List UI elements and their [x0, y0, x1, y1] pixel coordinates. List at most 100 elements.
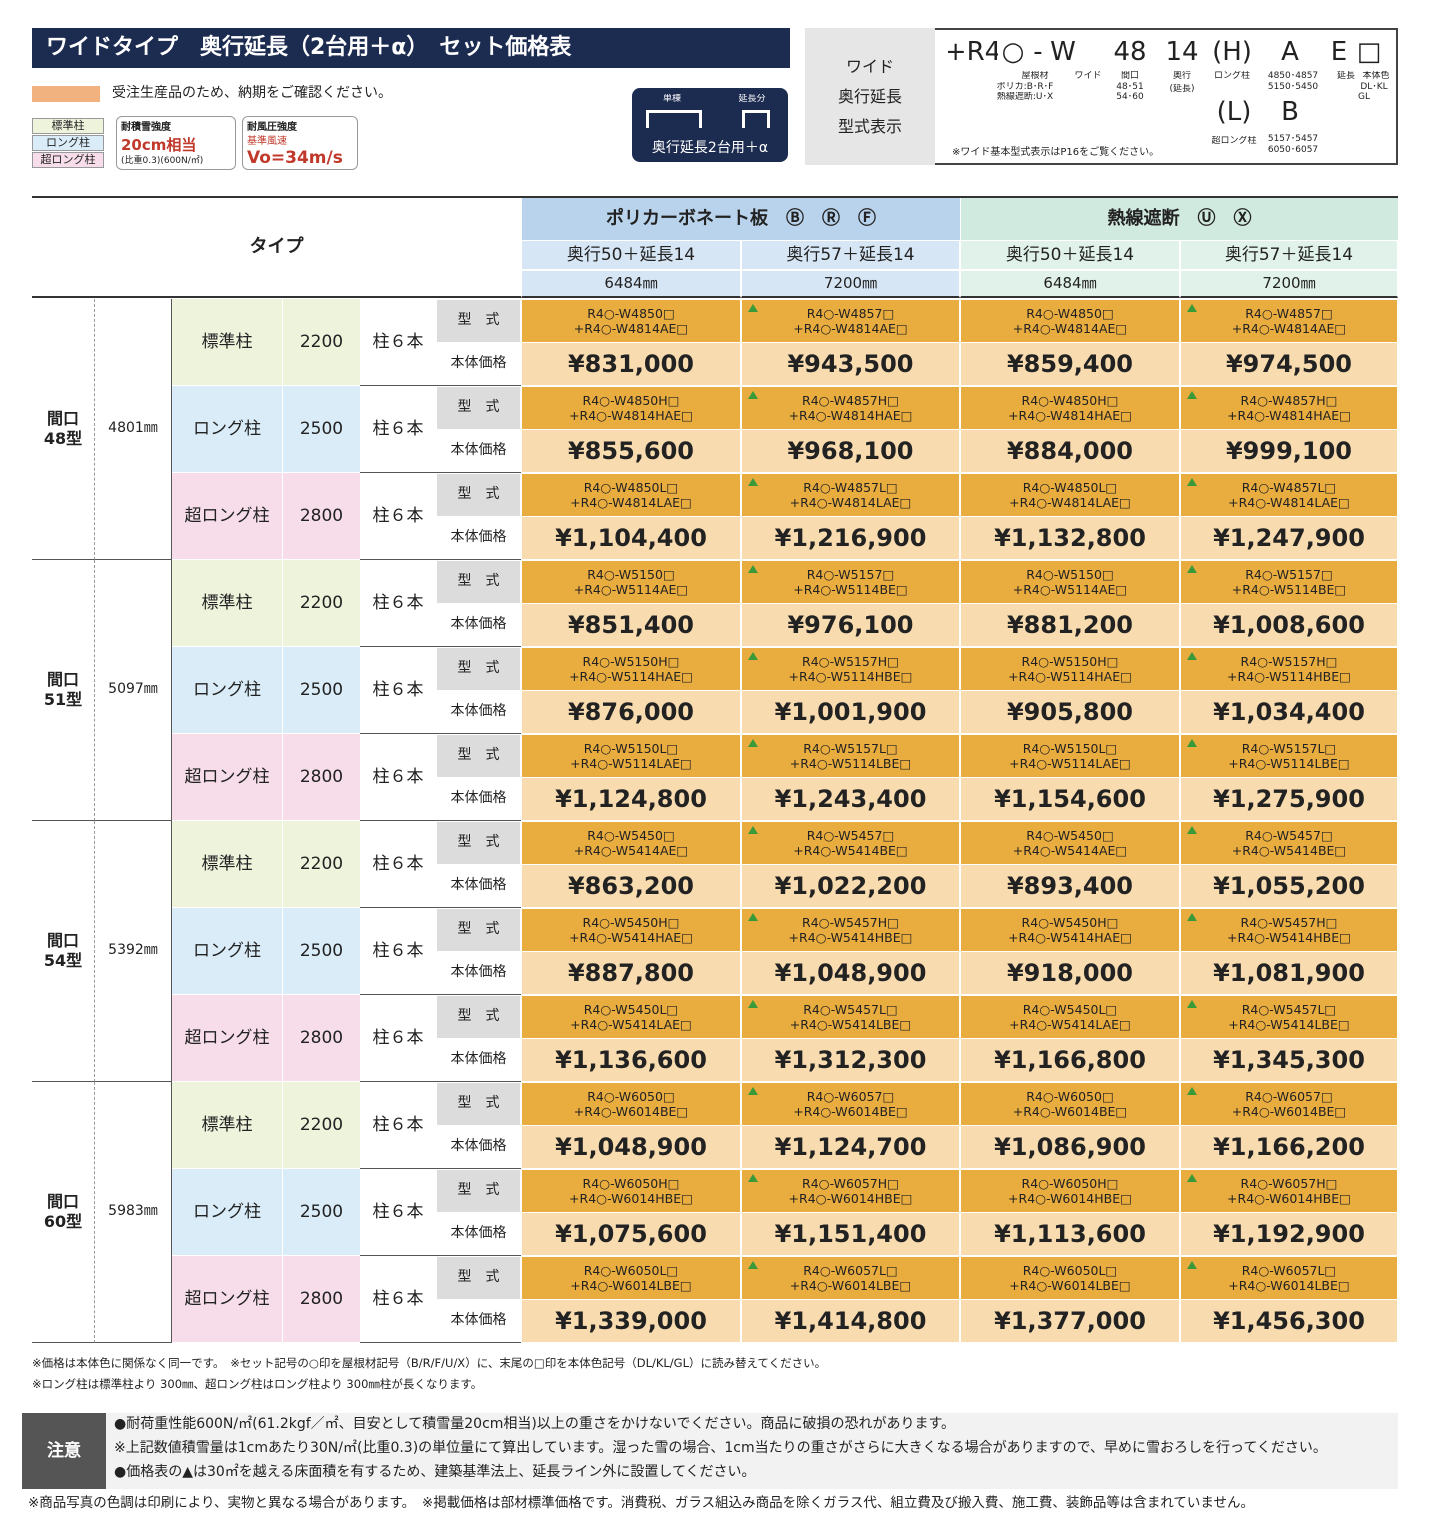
model-code: R4○-W4850H□	[582, 393, 680, 408]
column-depth: 奥行50＋延長14	[960, 240, 1180, 270]
title-bar: ワイドタイプ 奥行延長（2台用＋α） セット価格表	[32, 28, 790, 68]
code-part: W	[1050, 36, 1076, 67]
model-code: R4○-W6057□	[806, 1089, 895, 1104]
section-width: 5392㎜	[95, 821, 172, 1082]
model-cell: R4○-W5150L□ +R4○-W5114LAE□	[521, 734, 741, 778]
warning-mark	[748, 565, 758, 573]
row-label: 本体価格	[436, 1126, 521, 1169]
section-name: 間口 51型	[32, 560, 95, 821]
post-count: 柱６本	[360, 1256, 436, 1343]
price: ¥943,500	[741, 343, 960, 386]
icon-shape	[742, 110, 770, 128]
model-code: +R4○-W4814HAE□	[1227, 408, 1351, 423]
code-label: 奥行延長	[837, 87, 902, 107]
model-code: +R4○-W5414AE□	[1012, 843, 1128, 858]
column-depth: 奥行57＋延長14	[1180, 240, 1398, 270]
model-code: +R4○-W5114AE□	[1012, 582, 1128, 597]
model-code: R4○-W4857□	[806, 306, 895, 321]
pillar-height: 2500	[282, 908, 360, 995]
pillar-type: ロング柱	[172, 1169, 282, 1256]
row-label: 本体価格	[436, 604, 521, 647]
price: ¥976,100	[741, 604, 960, 647]
model-code: R4○-W5450□	[1026, 828, 1114, 843]
model-code: R4○-W5150H□	[1021, 654, 1119, 669]
code-part: +R4	[948, 36, 998, 67]
model-code: +R4○-W5114HBE□	[788, 669, 913, 684]
model-code: R4○-W6050H□	[582, 1176, 680, 1191]
model-cell: R4○-W5157L□ +R4○-W5114LBE□	[1180, 734, 1398, 778]
post-count: 柱６本	[360, 908, 436, 995]
code-note: ※ワイド基本型式表示はP16をご覧ください。	[952, 146, 1160, 158]
model-code: +R4○-W5114AE□	[573, 582, 689, 597]
model-code: +R4○-W5114LAE□	[570, 756, 692, 771]
model-code: +R4○-W6014HBE□	[569, 1191, 693, 1206]
pillar-type: 超ロング柱	[172, 995, 282, 1082]
model-cell: R4○-W4857L□ +R4○-W4814LAE□	[741, 473, 960, 517]
column-length: 7200㎜	[1180, 270, 1398, 298]
price: ¥968,100	[741, 430, 960, 473]
model-code: R4○-W5457H□	[802, 915, 899, 930]
post-count: 柱６本	[360, 386, 436, 473]
price: ¥1,055,200	[1180, 865, 1398, 908]
model-cell: R4○-W5150H□ +R4○-W5114HAE□	[960, 647, 1180, 691]
code-desc: 本体色	[1362, 71, 1390, 81]
row-label: 型 式	[436, 995, 521, 1039]
model-cell: R4○-W4850□ +R4○-W4814AE□	[521, 299, 741, 343]
pillar-type: ロング柱	[172, 647, 282, 734]
post-count: 柱６本	[360, 734, 436, 821]
model-code: R4○-W5150□	[587, 567, 675, 582]
model-code: +R4○-W5114BE□	[1231, 582, 1347, 597]
code-part: E	[1330, 36, 1348, 67]
section-name-line: 54型	[43, 951, 83, 971]
price: ¥1,022,200	[741, 865, 960, 908]
post-count: 柱６本	[360, 1169, 436, 1256]
section-name-line: 間口	[46, 409, 79, 429]
code-part: A	[1281, 36, 1299, 67]
model-code: R4○-W4850□	[1026, 306, 1114, 321]
price: ¥1,243,400	[741, 778, 960, 821]
row-label: 本体価格	[436, 430, 521, 473]
type-header: タイプ	[32, 198, 521, 298]
price: ¥905,800	[960, 691, 1180, 734]
warning-mark	[748, 826, 758, 834]
model-code: +R4○-W6014LBE□	[1009, 1278, 1131, 1293]
code-desc: 54･60	[1116, 92, 1144, 102]
pillar-type: 超ロング柱	[172, 734, 282, 821]
pillar-height: 2200	[282, 560, 360, 647]
snow-sub: (比重0.3)(600N/㎡)	[121, 155, 204, 166]
model-code: R4○-W6057□	[1245, 1089, 1333, 1104]
model-code: R4○-W5157□	[806, 567, 895, 582]
price: ¥1,075,600	[521, 1213, 741, 1256]
pillar-height: 2800	[282, 1256, 360, 1343]
price: ¥1,192,900	[1180, 1213, 1398, 1256]
model-cell: R4○-W5157□ +R4○-W5114BE□	[741, 560, 960, 604]
model-code: R4○-W5457L□	[1241, 1002, 1337, 1017]
code-desc: 6050･6057	[1267, 145, 1319, 155]
price: ¥887,800	[521, 952, 741, 995]
post-count: 柱６本	[360, 1082, 436, 1169]
row-label: 型 式	[436, 734, 521, 778]
price: ¥999,100	[1180, 430, 1398, 473]
code-desc: 超ロング柱	[1211, 136, 1257, 146]
model-code: +R4○-W4814HAE□	[1008, 408, 1132, 423]
price: ¥1,216,900	[741, 517, 960, 560]
model-cell: R4○-W5457H□ +R4○-W5414HBE□	[741, 908, 960, 952]
wind-badge: 耐風圧強度 基準風速 Vo=34m/s	[242, 116, 358, 170]
model-cell: R4○-W6050H□ +R4○-W6014HBE□	[960, 1169, 1180, 1213]
pillar-height: 2500	[282, 1169, 360, 1256]
pillar-type: 標準柱	[172, 299, 282, 386]
model-cell: R4○-W6057□ +R4○-W6014BE□	[741, 1082, 960, 1126]
model-cell: R4○-W6057□ +R4○-W6014BE□	[1180, 1082, 1398, 1126]
model-cell: R4○-W5450□ +R4○-W5414AE□	[521, 821, 741, 865]
warning-mark	[1187, 565, 1197, 573]
price: ¥1,048,900	[741, 952, 960, 995]
legend-item: ロング柱	[32, 135, 104, 151]
model-cell: R4○-W4857□ +R4○-W4814AE□	[1180, 299, 1398, 343]
code-part: 14	[1165, 36, 1199, 67]
model-code: R4○-W5150H□	[582, 654, 680, 669]
model-code: R4○-W5157□	[1245, 567, 1333, 582]
model-code: +R4○-W5114BE□	[793, 582, 908, 597]
price: ¥1,113,600	[960, 1213, 1180, 1256]
model-code: +R4○-W4814HAE□	[569, 408, 693, 423]
model-code: R4○-W5450□	[587, 828, 675, 843]
